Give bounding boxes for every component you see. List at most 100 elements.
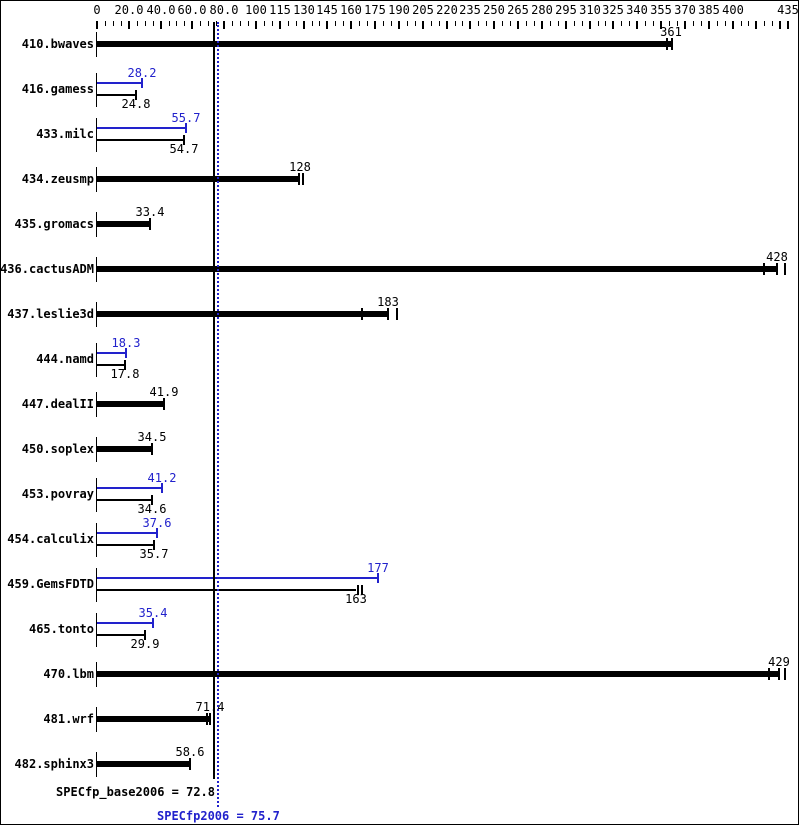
peak-bar — [97, 532, 157, 534]
peak-bar-endcap — [377, 573, 379, 583]
peak-bar-endcap — [125, 348, 127, 358]
axis-minor-tick — [272, 21, 273, 26]
axis-minor-tick — [319, 21, 320, 26]
axis-tick-label: 265 — [507, 3, 529, 17]
axis-minor-tick — [431, 21, 432, 26]
base-bar — [97, 94, 136, 96]
axis-minor-tick — [502, 21, 503, 26]
base-bar — [97, 311, 388, 317]
axis-major-tick — [398, 21, 400, 29]
axis-major-tick — [541, 21, 543, 29]
base-value-label: 34.5 — [137, 430, 167, 444]
benchmark-label: 447.dealII — [21, 397, 94, 411]
benchmark-label: 416.gamess — [21, 82, 94, 96]
base-run-mark — [666, 38, 668, 50]
peak-bar-endcap — [156, 528, 158, 538]
base-run-mark — [778, 668, 780, 680]
base-value-label: 34.6 — [137, 502, 167, 516]
axis-minor-tick — [145, 21, 146, 26]
base-value-label: 71.4 — [195, 700, 225, 714]
axis-tick-label: 20.0 — [114, 3, 144, 17]
axis-minor-tick — [764, 21, 765, 26]
axis-major-tick — [660, 21, 662, 29]
benchmark-label: 454.calculix — [7, 532, 94, 546]
row-baseline-tick — [96, 73, 97, 107]
axis-major-tick — [446, 21, 448, 29]
axis-minor-tick — [669, 21, 670, 26]
axis-major-tick — [636, 21, 638, 29]
axis-minor-tick — [121, 21, 122, 26]
axis-tick-label: 145 — [316, 3, 338, 17]
base-run-mark — [209, 713, 211, 725]
axis-major-tick — [708, 21, 710, 29]
peak-value-label: 55.7 — [171, 111, 201, 125]
axis-tick-label: 325 — [602, 3, 624, 17]
axis-minor-tick — [169, 21, 170, 26]
row-baseline-tick — [96, 707, 97, 732]
row-baseline-tick — [96, 613, 97, 647]
axis-minor-tick — [153, 21, 154, 26]
axis-minor-tick — [232, 21, 233, 26]
axis-minor-tick — [176, 21, 177, 26]
axis-minor-tick — [526, 21, 527, 26]
axis-minor-tick — [534, 21, 535, 26]
axis-major-tick — [589, 21, 591, 29]
axis-minor-tick — [741, 21, 742, 26]
axis-minor-tick — [137, 21, 138, 26]
benchmark-label: 437.leslie3d — [7, 307, 94, 321]
base-bar — [97, 634, 145, 636]
row-baseline-tick — [96, 118, 97, 152]
base-run-mark — [361, 308, 363, 320]
benchmark-label: 465.tonto — [28, 622, 94, 636]
base-run-mark — [149, 218, 151, 230]
axis-minor-tick — [407, 21, 408, 26]
base-bar — [97, 266, 777, 272]
base-run-mark — [784, 668, 786, 680]
axis-major-tick — [517, 21, 519, 29]
base-bar-endcap — [151, 495, 153, 505]
axis-minor-tick — [264, 21, 265, 26]
base-run-mark — [776, 263, 778, 275]
base-run-mark — [151, 443, 153, 455]
base-value-label: 361 — [660, 25, 682, 39]
axis-minor-tick — [653, 21, 654, 26]
axis-minor-tick — [478, 21, 479, 26]
base-bar — [97, 589, 356, 591]
benchmark-label: 410.bwaves — [21, 37, 94, 51]
peak-bar-endcap — [152, 618, 154, 628]
axis-major-tick — [732, 21, 734, 29]
axis-major-tick — [469, 21, 471, 29]
axis-minor-tick — [510, 21, 511, 26]
axis-minor-tick — [343, 21, 344, 26]
benchmark-label: 450.soplex — [21, 442, 94, 456]
base-bar — [97, 401, 164, 407]
base-bar-endcap — [124, 360, 126, 370]
axis-major-tick — [279, 21, 281, 29]
axis-major-tick — [565, 21, 567, 29]
base-bar — [97, 176, 300, 182]
base-value-label: 17.8 — [110, 367, 140, 381]
base-value-label: 163 — [345, 592, 367, 606]
peak-value-label: 28.2 — [127, 66, 157, 80]
axis-major-tick — [755, 21, 757, 29]
base-value-label: 35.7 — [139, 547, 169, 561]
axis-tick-label: 60.0 — [177, 3, 207, 17]
axis-major-tick — [128, 21, 130, 29]
axis-tick-label: 295 — [555, 3, 577, 17]
row-baseline-tick — [96, 167, 97, 192]
axis-minor-tick — [391, 21, 392, 26]
axis-tick-label: 100 — [245, 3, 267, 17]
axis-tick-label: 160 — [340, 3, 362, 17]
peak-bar-endcap — [161, 483, 163, 493]
axis-minor-tick — [582, 21, 583, 26]
peak-value-label: 18.3 — [111, 336, 141, 350]
base-bar — [97, 716, 210, 722]
axis-tick-label: 40.0 — [146, 3, 176, 17]
axis-minor-tick — [772, 21, 773, 26]
row-baseline-tick — [96, 662, 97, 687]
benchmark-label: 481.wrf — [43, 712, 94, 726]
peak-value-label: 177 — [367, 561, 389, 575]
base-run-mark — [396, 308, 398, 320]
axis-tick-label: 355 — [650, 3, 672, 17]
